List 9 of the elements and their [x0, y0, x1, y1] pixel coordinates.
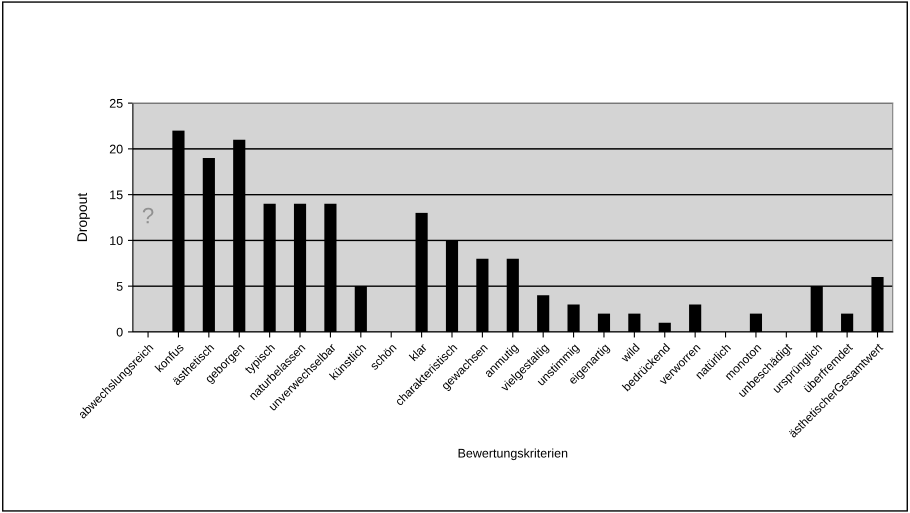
y-axis-title: Dropout: [77, 192, 90, 242]
y-tick-label: 0: [116, 328, 123, 337]
y-tick-label: 20: [110, 144, 123, 154]
y-tick-label: 10: [110, 236, 123, 246]
annotation: ?: [142, 208, 154, 224]
x-axis-title: Bewertungskriterien: [458, 448, 568, 460]
y-tick-label: 5: [116, 282, 123, 291]
y-tick-label: 25: [110, 98, 123, 108]
y-tick-label: 15: [110, 190, 123, 200]
